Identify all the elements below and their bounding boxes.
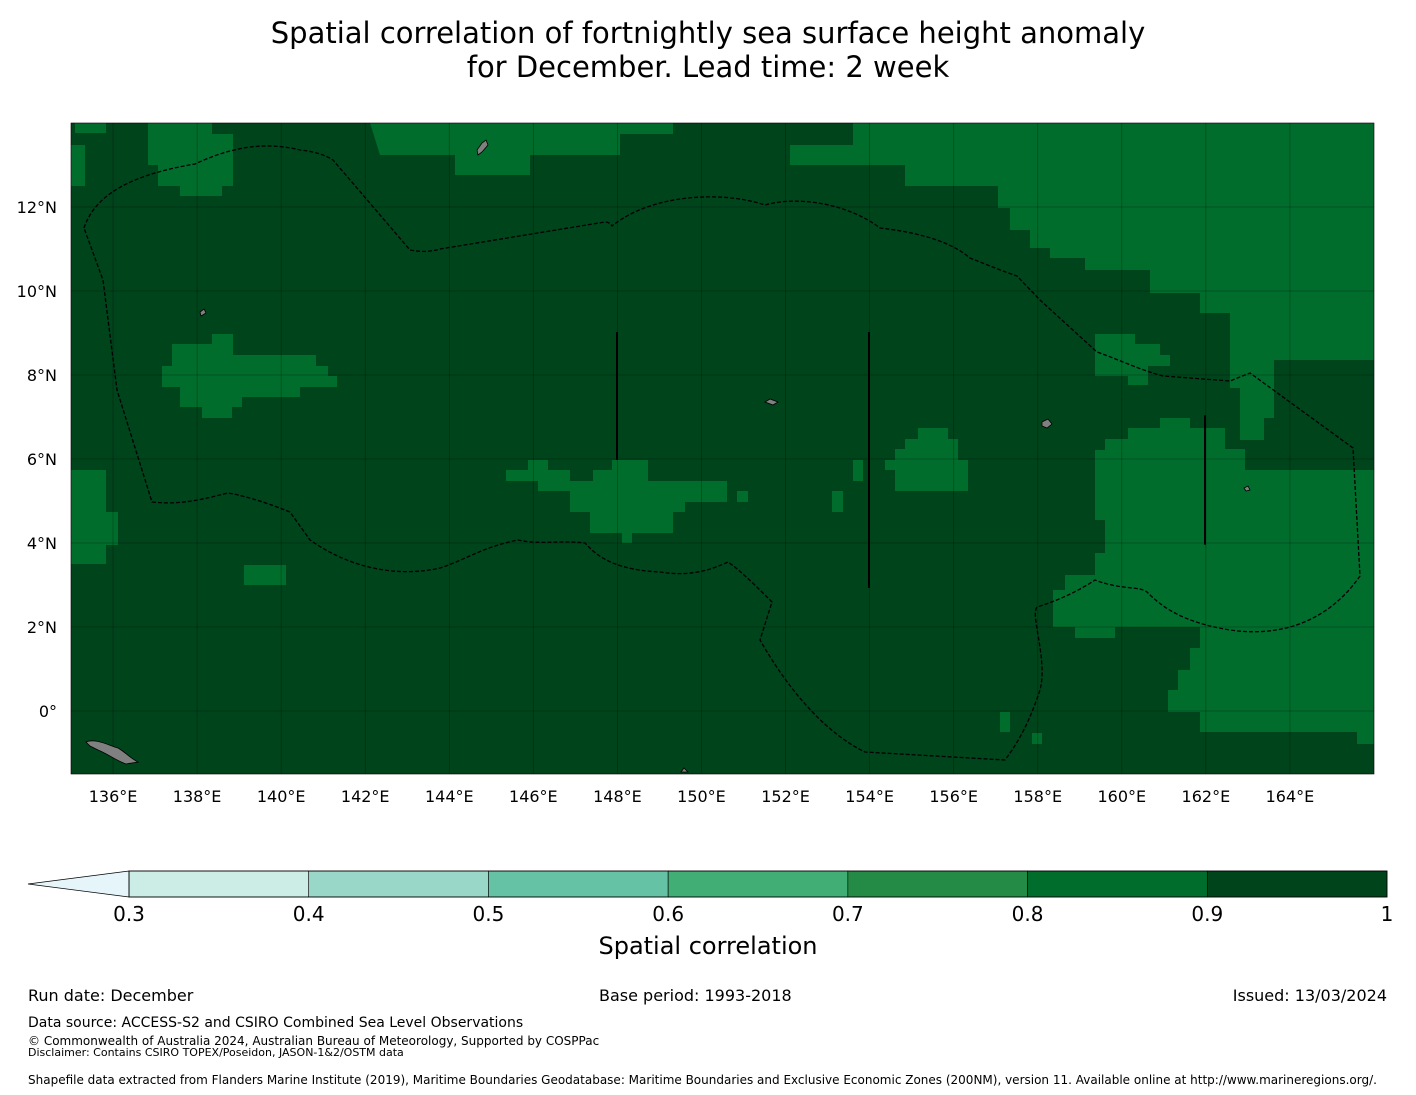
- region-northeast: [853, 123, 1374, 440]
- region-small-east: [853, 460, 863, 481]
- lat-tick-label: 10°N: [17, 282, 57, 301]
- lon-tick-label: 152°E: [761, 787, 810, 806]
- region-small-east2: [832, 491, 843, 512]
- correlation-field-0.8-0.9: [71, 123, 1374, 744]
- region-northwest-corner: [71, 145, 85, 186]
- lon-tick-label: 162°E: [1182, 787, 1231, 806]
- colorbar-frame: [128, 870, 1388, 898]
- island-new-guinea: [85, 740, 140, 765]
- issued-date: Issued: 13/03/2024: [1232, 986, 1387, 1005]
- colorbar-box: [308, 870, 489, 898]
- boundary-segments: [616, 332, 1206, 588]
- colorbar-tick-label: 0.7: [832, 902, 864, 926]
- lon-tick-label: 146°E: [509, 787, 558, 806]
- base-period: Base period: 1993-2018: [599, 986, 792, 1005]
- colorbar-tick-labels: 0.3 0.4 0.5 0.6 0.7 0.8 0.9 1: [113, 902, 1393, 926]
- map-area: [71, 123, 1374, 774]
- region-small-south2: [1032, 733, 1042, 744]
- map-frame: [70, 122, 1375, 775]
- colorbar-under-arrow: [27, 870, 130, 898]
- region-west-edge: [71, 470, 118, 564]
- colorbar-box: [488, 870, 669, 898]
- colorbar-tick-label: 1: [1381, 902, 1394, 926]
- colorbar: 0.3 0.4 0.5 0.6 0.7 0.8 0.9 1 Spatial correlati…: [27, 870, 1393, 960]
- island-small-w: [199, 308, 207, 317]
- colorbar-box: [128, 870, 310, 898]
- disclaimer: Disclaimer: Contains CSIRO TOPEX/Poseido…: [28, 1046, 404, 1059]
- colorbar-tick-label: 0.5: [473, 902, 505, 926]
- region-northwest-block: [148, 123, 233, 196]
- latitude-ticks: 12°N 10°N 8°N 6°N 4°N 2°N 0°: [17, 198, 57, 721]
- lon-tick-label: 136°E: [89, 787, 138, 806]
- region-small-central: [737, 491, 748, 502]
- lon-tick-label: 144°E: [425, 787, 474, 806]
- lat-tick-label: 12°N: [17, 198, 57, 217]
- lat-tick-label: 6°N: [27, 450, 57, 469]
- chart-title-line1: Spatial correlation of fortnightly sea s…: [270, 16, 1146, 50]
- lat-tick-label: 8°N: [27, 366, 57, 385]
- lon-tick-label: 138°E: [173, 787, 222, 806]
- lon-tick-label: 148°E: [593, 787, 642, 806]
- eez-boundary-main: [83, 145, 1361, 761]
- islands: [85, 139, 1251, 773]
- region-southeast: [1053, 418, 1374, 744]
- region-east-mid: [1095, 334, 1170, 385]
- chart-title-line2: for December. Lead time: 2 week: [466, 50, 950, 84]
- lon-tick-label: 160°E: [1097, 787, 1146, 806]
- island-pohnpei: [1041, 418, 1053, 429]
- island-kosrae: [1243, 485, 1251, 492]
- data-source: Data source: ACCESS-S2 and CSIRO Combine…: [28, 1015, 524, 1031]
- lon-tick-label: 164°E: [1266, 787, 1315, 806]
- colorbar-tick-label: 0.8: [1012, 902, 1044, 926]
- lon-tick-label: 154°E: [845, 787, 894, 806]
- lon-tick-label: 140°E: [257, 787, 306, 806]
- colorbar-tick-label: 0.6: [652, 902, 684, 926]
- lon-tick-label: 142°E: [341, 787, 390, 806]
- lon-tick-label: 158°E: [1013, 787, 1062, 806]
- colorbar-box: [847, 870, 1028, 898]
- island-chuuk: [764, 398, 779, 406]
- colorbar-boxes: [128, 870, 1388, 898]
- lat-tick-label: 4°N: [27, 534, 57, 553]
- lon-tick-label: 150°E: [677, 787, 726, 806]
- colorbar-tick-label: 0.9: [1191, 902, 1223, 926]
- region-east-central-blob: [885, 428, 968, 491]
- region-north-central: [370, 123, 673, 175]
- colorbar-box: [1027, 870, 1208, 898]
- region-small-west: [244, 565, 286, 585]
- colorbar-tick-label: 0.3: [113, 902, 145, 926]
- region-north-cap: [75, 123, 106, 133]
- region-small-south3: [1273, 722, 1284, 732]
- copyright: © Commonwealth of Australia 2024, Austra…: [28, 1034, 600, 1048]
- island-small-south: [680, 767, 689, 773]
- lat-tick-label: 0°: [39, 702, 57, 721]
- longitude-ticks: 136°E 138°E 140°E 142°E 144°E 146°E 148°E 150°E…: [89, 787, 1315, 806]
- lon-tick-label: 156°E: [929, 787, 978, 806]
- colorbar-label: Spatial correlation: [598, 932, 817, 960]
- colorbar-box: [667, 870, 849, 898]
- region-west-blob: [162, 334, 337, 418]
- island-palau-north: [476, 139, 489, 156]
- run-date: Run date: December: [28, 986, 194, 1005]
- lat-tick-label: 2°N: [27, 618, 57, 637]
- colorbar-box: [1206, 870, 1388, 898]
- colorbar-tick-label: 0.4: [293, 902, 325, 926]
- region-small-south1: [1000, 712, 1010, 732]
- shapefile-credit: Shapefile data extracted from Flanders M…: [28, 1073, 1377, 1087]
- region-central-blob: [506, 460, 727, 543]
- region-north-small: [790, 145, 853, 165]
